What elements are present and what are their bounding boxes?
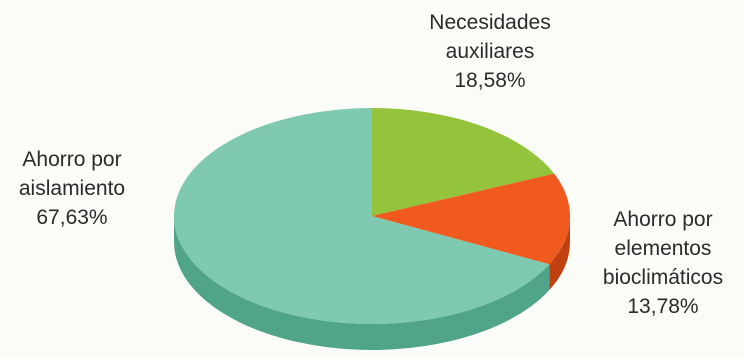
slice-value-label: 13,78%: [627, 295, 699, 318]
slice-label-line: Ahorro por: [22, 148, 122, 171]
pie-slice-0: [372, 108, 555, 216]
slice-label-line: bioclimáticos: [602, 266, 724, 289]
slice-label-line: Ahorro por: [613, 208, 713, 231]
pie-slice-side-2: [174, 216, 550, 350]
slice-label-line: elementos: [614, 237, 712, 260]
pie-slice-1: [372, 173, 570, 265]
slice-label-line: Necesidades: [429, 11, 551, 34]
pie-top-group: [174, 108, 570, 324]
slice-value-label: 67,63%: [36, 206, 108, 229]
pie-side-group: [174, 216, 570, 350]
pie-slice-2: [174, 108, 550, 324]
slice-label-elementos-bioclimaticos: Ahorro por elementos bioclimáticos 13,78…: [588, 205, 738, 321]
slice-value-label: 18,58%: [454, 69, 526, 92]
slice-label-line: auxiliares: [445, 40, 535, 63]
slice-label-line: aislamiento: [18, 177, 126, 200]
slice-label-necesidades-auxiliares: Necesidades auxiliares 18,58%: [405, 8, 575, 95]
pie-slice-side-1: [549, 216, 570, 291]
slice-label-aislamiento: Ahorro por aislamiento 67,63%: [2, 145, 142, 232]
